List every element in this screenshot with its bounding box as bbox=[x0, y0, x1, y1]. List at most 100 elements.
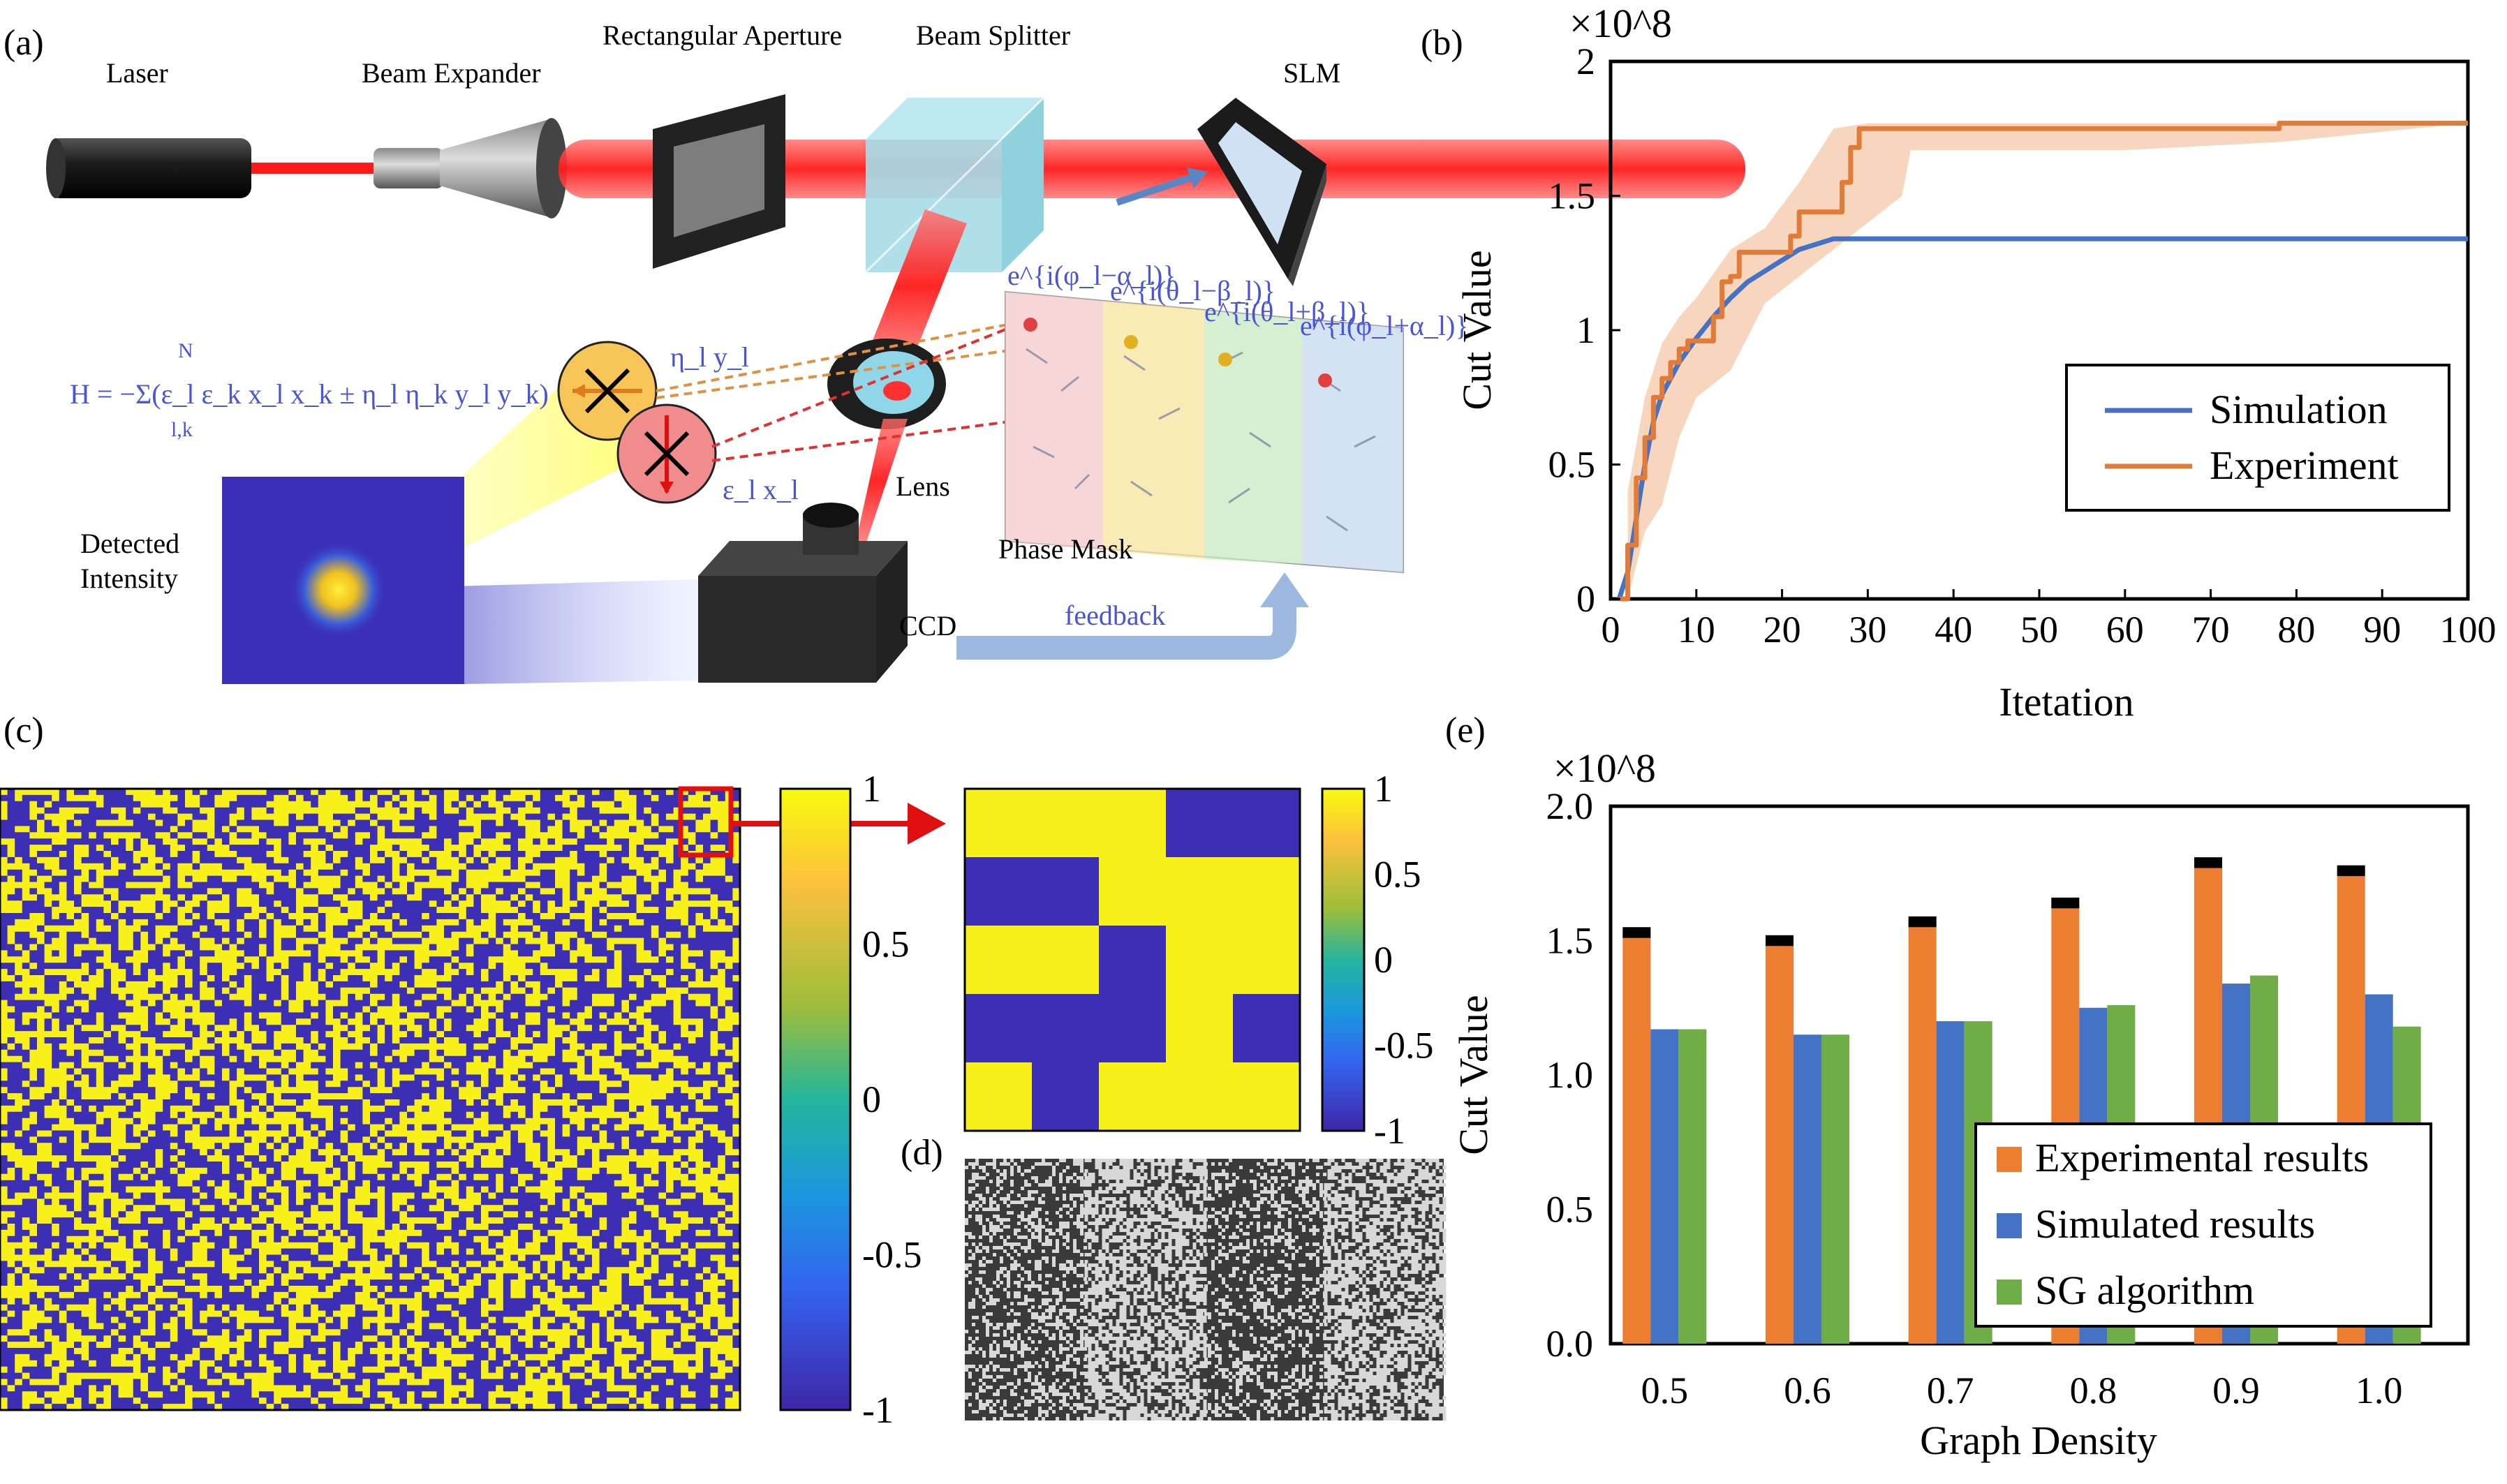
matrix-cell bbox=[1099, 1062, 1167, 1131]
colorbar-tick-label: -0.5 bbox=[862, 1234, 922, 1276]
panel-label-a: (a) bbox=[3, 23, 44, 63]
colorbar-tick-label: 0.5 bbox=[1374, 854, 1421, 896]
colorbar-tick-label: 1 bbox=[1374, 768, 1393, 810]
bar-sg-algorithm bbox=[1678, 1029, 1707, 1344]
y-tick-label: 2 bbox=[1576, 40, 1595, 82]
eta-y-label: η_l y_l bbox=[670, 341, 749, 373]
y-tick-label: 1 bbox=[1576, 309, 1595, 351]
colorbar-main-ticks: 1 0.5 0 -0.5 -1 bbox=[862, 768, 922, 1431]
matrix-cell bbox=[965, 789, 1033, 858]
colorbar-small bbox=[1321, 787, 1366, 1132]
matrix-cell bbox=[1032, 926, 1100, 995]
x-tick-label: 0.7 bbox=[1927, 1370, 1974, 1411]
experiment-range-band bbox=[1627, 123, 2468, 600]
slm-label: SLM bbox=[1283, 57, 1340, 89]
reflected-beam bbox=[869, 209, 967, 363]
y-tick-label: 1.5 bbox=[1546, 920, 1594, 962]
legend-simulated-swatch bbox=[1997, 1213, 2022, 1238]
panel-b-line-chart: (b) ×10^8 Cut Value Itetation 0 10 20 30 40 5… bbox=[1421, 1, 2497, 725]
focused-beam bbox=[855, 419, 908, 544]
matrix-cell bbox=[1032, 857, 1100, 926]
y-tick-label: 0.0 bbox=[1546, 1323, 1594, 1365]
rectangular-aperture bbox=[653, 94, 785, 269]
laser-label: Laser bbox=[106, 57, 168, 89]
matrix-cell bbox=[1166, 1062, 1234, 1131]
matrix-cell bbox=[1099, 789, 1167, 858]
slm-device bbox=[1197, 98, 1326, 286]
chart-b-xlabel: Itetation bbox=[1999, 679, 2133, 725]
error-bar bbox=[2051, 897, 2080, 909]
x-tick-label: 0.5 bbox=[1641, 1370, 1689, 1411]
x-tick-label: 30 bbox=[1849, 609, 1886, 651]
matrix-cell bbox=[1166, 994, 1234, 1063]
small-matrix-frame bbox=[963, 787, 1301, 1132]
chart-e-legend: Experimental results Simulated results S… bbox=[1974, 1122, 2432, 1328]
matrix-cell bbox=[965, 857, 1033, 926]
x-tick-label: 1.0 bbox=[2356, 1370, 2403, 1411]
chart-b-scale: ×10^8 bbox=[1569, 1, 1672, 46]
bar-experimental-results bbox=[1622, 932, 1651, 1344]
x-tick-label: 0.9 bbox=[2212, 1370, 2260, 1411]
x-tick-label: 50 bbox=[2020, 609, 2058, 651]
x-tick-label: 0 bbox=[1602, 609, 1620, 651]
beam-expander-label: Beam Expander bbox=[362, 57, 541, 89]
x-tick-label: 0.8 bbox=[2070, 1370, 2117, 1411]
spin-matrix-large bbox=[0, 787, 741, 1411]
phase-label-1: e^{i(φ_l−α_l)} bbox=[1007, 260, 1176, 291]
detected-label-1: Detected bbox=[80, 528, 179, 559]
ccd-camera bbox=[698, 503, 908, 683]
phase-label-4: e^{i(φ_l+α_l)} bbox=[1300, 310, 1469, 341]
ccd-label: CCD bbox=[899, 610, 956, 641]
legend-simulated: Simulated results bbox=[2035, 1201, 2315, 1247]
bar-simulated-results bbox=[1936, 1021, 1965, 1344]
chart-e-frame bbox=[1609, 804, 2470, 1346]
panel-a: (a) Laser Beam Expander Rectangular Aper… bbox=[3, 20, 1745, 684]
eps-x-label: ε_l x_l bbox=[723, 474, 799, 505]
panel-label-d: (d) bbox=[901, 1133, 943, 1173]
sum-upper: N bbox=[178, 339, 193, 362]
panel-d: (d) bbox=[901, 1133, 1447, 1420]
phase-label-3: e^{i(θ_l+β_l)} bbox=[1204, 296, 1370, 327]
colorbar-tick-label: 1 bbox=[862, 768, 881, 810]
matrix-cell bbox=[1032, 789, 1100, 858]
x-tick-label: 60 bbox=[2106, 609, 2144, 651]
matrix-cell bbox=[1032, 994, 1100, 1063]
bar-simulated-results bbox=[1650, 1029, 1679, 1344]
y-tick-label: 1.5 bbox=[1548, 175, 1596, 217]
colorbar-tick-label: -1 bbox=[1374, 1110, 1405, 1152]
phase-mask-label: Phase Mask bbox=[998, 533, 1132, 565]
panel-label-c: (c) bbox=[3, 711, 44, 750]
matrix-cell bbox=[1166, 789, 1234, 858]
phase-mask bbox=[1005, 290, 1404, 574]
hologram-strip bbox=[965, 1159, 1087, 1420]
error-bar bbox=[1622, 927, 1651, 938]
chart-e-scale: ×10^8 bbox=[1553, 745, 1656, 791]
legend-simulation: Simulation bbox=[2210, 387, 2388, 432]
error-bar bbox=[1908, 916, 1937, 928]
colorbar-tick-label: 0 bbox=[1374, 939, 1393, 981]
matrix-cell bbox=[1233, 857, 1301, 926]
hologram-strip bbox=[1324, 1159, 1447, 1420]
lens-label: Lens bbox=[896, 470, 950, 502]
error-bar bbox=[2194, 857, 2222, 868]
panel-c: (c) 1 0.5 0 -0.5 -1 1 0.5 0 -0.5 -1 bbox=[0, 711, 1433, 1431]
y-tick-label: 0.5 bbox=[1546, 1189, 1594, 1231]
colorbar-tick-label: -1 bbox=[862, 1389, 894, 1431]
hologram-strip bbox=[1084, 1159, 1207, 1420]
phase-holograms bbox=[965, 1159, 1447, 1420]
matrix-cell bbox=[1166, 926, 1234, 995]
matrix-cell bbox=[1233, 789, 1301, 858]
legend-sg: SG algorithm bbox=[2035, 1268, 2254, 1313]
colorbar-tick-label: 0.5 bbox=[862, 923, 910, 965]
x-tick-label: 90 bbox=[2363, 609, 2401, 651]
matrix-cell bbox=[965, 926, 1033, 995]
chart-e-ylabel: Cut Value bbox=[1451, 995, 1496, 1155]
x-tick-label: 0.6 bbox=[1784, 1370, 1831, 1411]
detected-label-2: Intensity bbox=[80, 563, 178, 594]
spin-red bbox=[616, 403, 717, 504]
expanded-beam bbox=[559, 140, 1745, 198]
x-tick-label: 20 bbox=[1763, 609, 1801, 651]
y-tick-label: 1.0 bbox=[1546, 1054, 1594, 1096]
chart-b-ylabel: Cut Value bbox=[1454, 250, 1500, 410]
bar-experimental-results bbox=[1766, 940, 1794, 1344]
